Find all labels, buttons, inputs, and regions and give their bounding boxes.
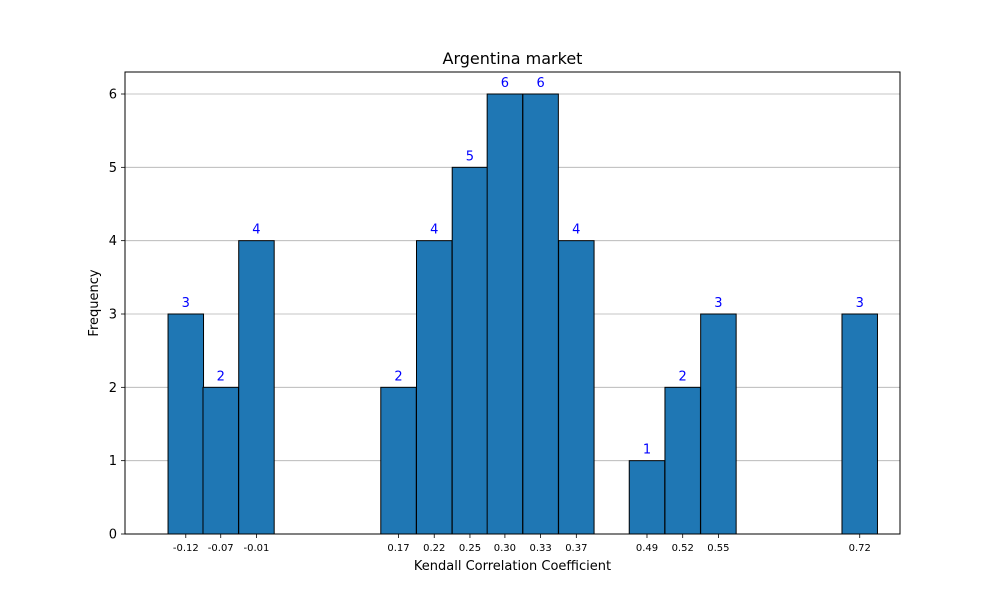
y-tick-label: 2	[109, 381, 117, 396]
bar	[522, 93, 559, 535]
bar	[451, 166, 489, 535]
bar-value-label: 3	[856, 296, 864, 311]
bar	[415, 240, 453, 535]
y-axis-ticks: 0 1 2 3 4 5 6	[109, 88, 125, 543]
bar-value-label: 5	[466, 149, 474, 164]
y-tick-label: 4	[109, 234, 117, 249]
y-tick-label: 1	[109, 454, 117, 469]
x-tick-label: 0.25	[459, 543, 481, 554]
x-tick-label: 0.17	[387, 543, 409, 554]
bars	[167, 93, 878, 535]
bar-value-labels: 3 2 4 2 4 5 6 6 4 1 2 3 3	[182, 76, 864, 458]
bar	[664, 386, 701, 535]
x-tick-label: -0.01	[244, 543, 270, 554]
bar	[628, 460, 666, 535]
bar-value-label: 1	[643, 443, 651, 458]
bar	[380, 386, 417, 535]
y-tick-label: 3	[109, 308, 117, 323]
x-tick-label: 0.30	[494, 543, 516, 554]
y-axis-label: Frequency	[87, 269, 102, 336]
y-tick-label: 5	[109, 161, 117, 176]
x-tick-label: 0.37	[565, 543, 587, 554]
x-tick-label: 0.33	[529, 543, 551, 554]
bar	[486, 93, 524, 535]
bar-value-label: 6	[501, 76, 509, 91]
chart-title: Argentina market	[443, 49, 583, 68]
x-axis-label: Kendall Correlation Coefficient	[414, 559, 611, 574]
bar	[841, 313, 878, 535]
x-tick-label: 0.52	[672, 543, 694, 554]
bar-value-label: 6	[536, 76, 544, 91]
x-tick-label: 0.55	[707, 543, 729, 554]
bar	[167, 313, 205, 535]
bar-value-label: 2	[217, 369, 225, 384]
x-tick-label: -0.12	[173, 543, 199, 554]
y-tick-label: 6	[109, 88, 117, 103]
bar-value-label: 3	[714, 296, 722, 311]
x-tick-label: 0.22	[423, 543, 445, 554]
bar	[238, 240, 275, 535]
x-axis-ticks: -0.12 -0.07 -0.01 0.17 0.22 0.25 0.30 0.33 0.37 0…	[173, 534, 871, 554]
bar-value-label: 2	[394, 369, 402, 384]
x-tick-label: -0.07	[208, 543, 234, 554]
bar	[558, 240, 595, 535]
bar-value-label: 3	[182, 296, 190, 311]
plot-area-frame	[124, 71, 901, 535]
bar-value-label: 2	[679, 369, 687, 384]
y-tick-label: 0	[109, 528, 117, 543]
x-tick-label: 0.49	[636, 543, 658, 554]
bar	[202, 386, 239, 535]
bar-value-label: 4	[572, 223, 580, 238]
bar-value-label: 4	[252, 223, 260, 238]
bar-value-label: 4	[430, 223, 438, 238]
bar	[700, 313, 737, 535]
x-tick-label: 0.72	[849, 543, 871, 554]
